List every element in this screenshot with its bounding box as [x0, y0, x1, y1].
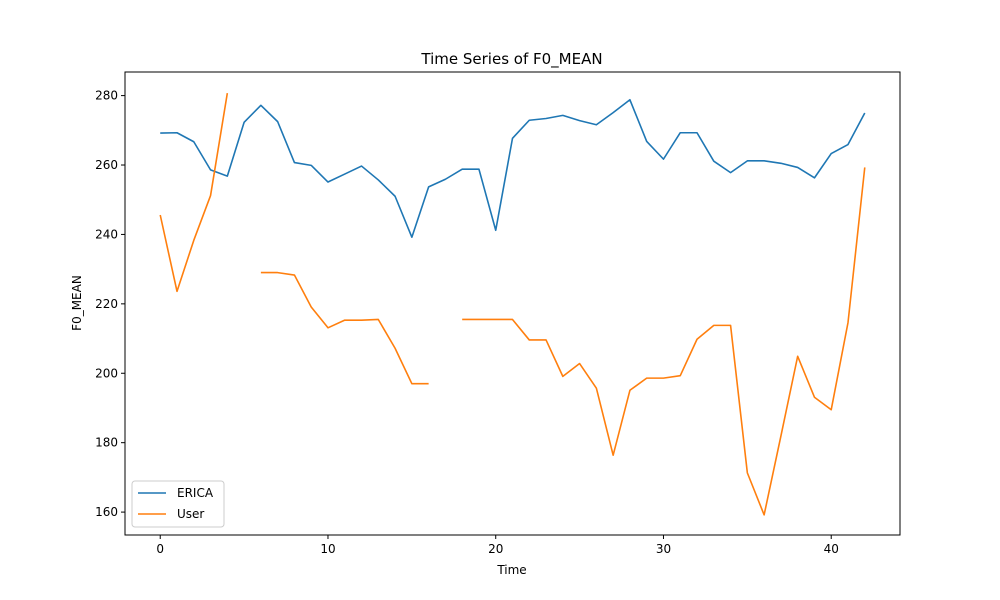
x-tick-label: 30 [656, 542, 671, 556]
y-tick-label: 280 [95, 89, 118, 103]
y-tick-label: 160 [95, 505, 118, 519]
y-tick-label: 240 [95, 227, 118, 241]
y-tick-label: 260 [95, 158, 118, 172]
y-tick-label: 220 [95, 297, 118, 311]
y-axis: 160 180 200 220 240 260 280 [95, 89, 125, 519]
y-axis-title: F0_MEAN [70, 275, 84, 331]
chart-title: Time Series of F0_MEAN [420, 50, 602, 69]
series-line-erica [160, 98, 866, 239]
x-tick-label: 40 [824, 542, 839, 556]
series-line-user [159, 93, 866, 516]
x-tick-label: 20 [488, 542, 503, 556]
x-tick-label: 0 [156, 542, 164, 556]
y-tick-label: 180 [95, 436, 118, 450]
legend-label-erica: ERICA [177, 486, 214, 500]
series-layer [159, 93, 866, 516]
x-axis: 0 10 20 30 40 [156, 535, 839, 556]
legend-label-user: User [177, 507, 204, 521]
x-axis-title: Time [496, 563, 526, 577]
y-tick-label: 200 [95, 366, 118, 380]
legend: ERICA User [131, 480, 225, 528]
x-tick-label: 10 [320, 542, 335, 556]
